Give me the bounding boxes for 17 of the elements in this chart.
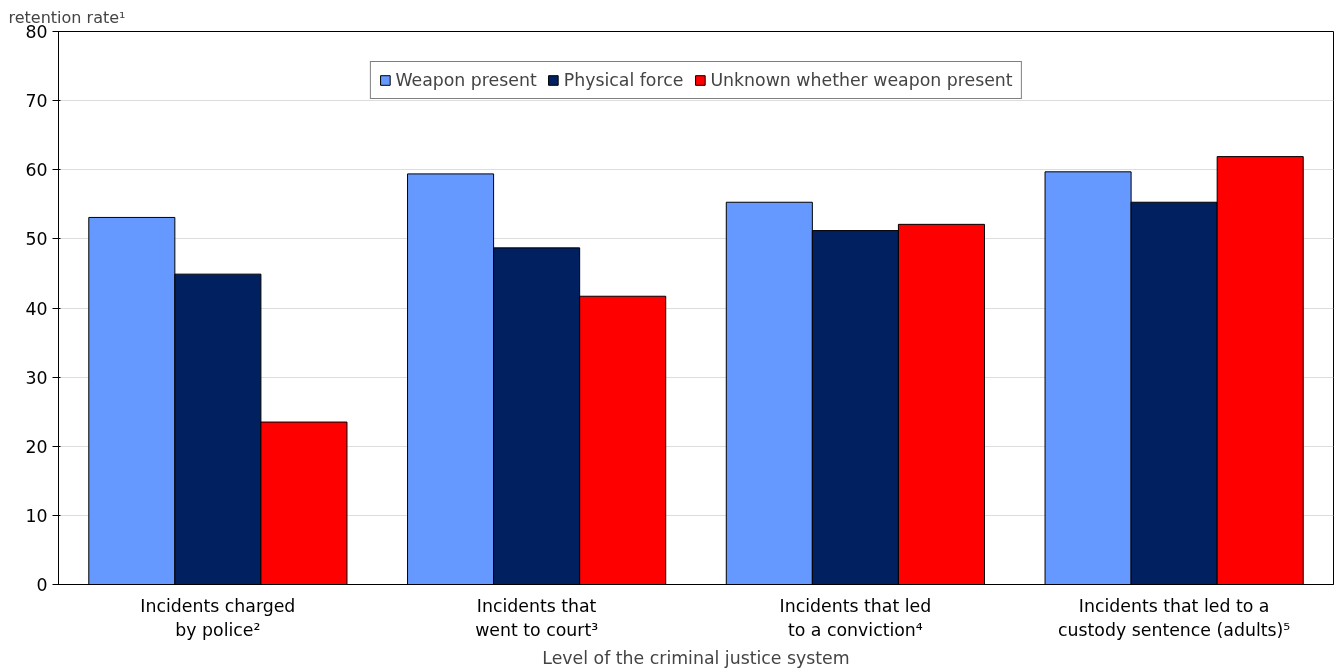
- legend-label: Weapon present: [395, 70, 537, 90]
- x-axis-title: Level of the criminal justice system: [542, 647, 850, 668]
- y-tick-label: 70: [25, 91, 48, 112]
- x-tick-label: Incidents that led to a conviction⁴: [779, 595, 932, 640]
- y-tick-label: 30: [25, 367, 48, 388]
- y-tick-label: 40: [25, 298, 48, 319]
- y-tick-label: 20: [25, 436, 48, 457]
- y-tick-label: 10: [25, 505, 48, 526]
- x-tick-label: Incidents that led to a custody sentence (adults)⁵: [1058, 595, 1291, 640]
- x-tick-label: Incidents that went to court³: [475, 595, 599, 640]
- x-tick-label: Incidents charged by police²: [140, 595, 296, 640]
- legend-label: Unknown whether weapon present: [710, 70, 1013, 90]
- y-tick-label: 0: [36, 575, 48, 595]
- y-tick-label: 80: [25, 22, 48, 42]
- legend-label: Physical force: [563, 70, 684, 90]
- y-tick-label: 50: [25, 229, 48, 250]
- y-tick-label: 60: [25, 160, 48, 181]
